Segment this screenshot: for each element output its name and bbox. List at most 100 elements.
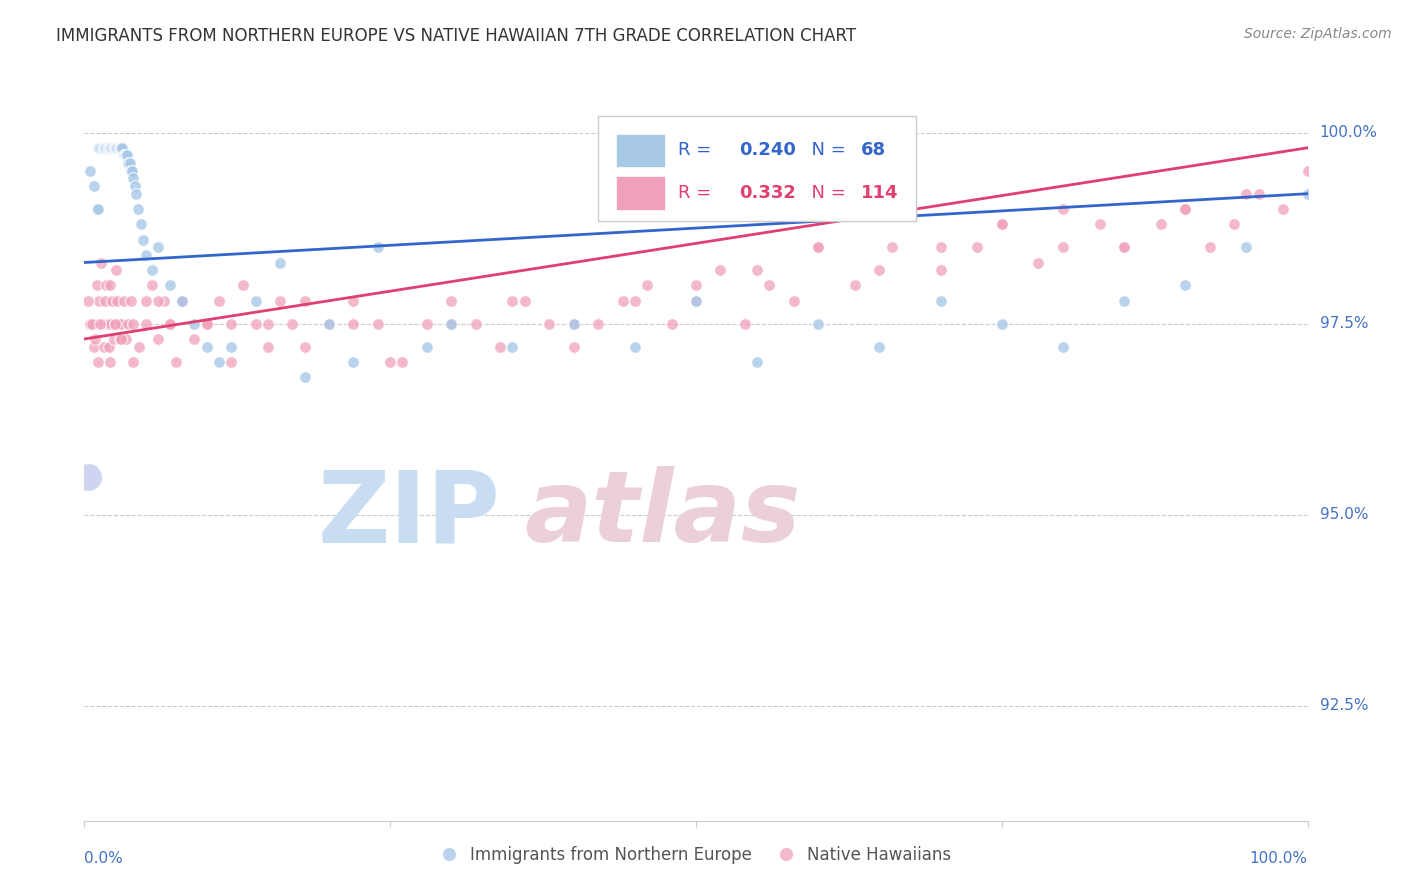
FancyBboxPatch shape [616,134,665,168]
Legend: Immigrants from Northern Europe, Native Hawaiians: Immigrants from Northern Europe, Native … [432,838,960,872]
Point [110,332,132,346]
Point [100,141,122,155]
Point [709,263,731,277]
Text: Source: ZipAtlas.com: Source: ZipAtlas.com [1244,27,1392,41]
Text: 114: 114 [860,184,898,202]
Text: 0.0%: 0.0% [84,851,124,865]
Point [79,317,101,331]
Point [141,263,163,277]
Point [245,317,267,331]
Text: 100.0%: 100.0% [1320,125,1378,140]
Point [124,179,146,194]
Point [97,141,120,155]
Point [624,293,647,308]
Point [121,163,143,178]
Point [115,148,138,162]
Point [115,332,138,346]
Point [105,141,128,155]
Point [96,141,118,155]
Point [562,340,585,354]
Text: N =: N = [800,141,852,159]
Point [269,293,291,308]
Point [79,163,101,178]
Point [86,278,108,293]
Point [135,248,157,262]
Point [807,317,830,331]
Point [1296,163,1319,178]
Point [612,293,634,308]
Point [87,202,110,216]
Point [342,317,364,331]
Text: 68: 68 [860,141,886,159]
Text: N =: N = [800,184,852,202]
Point [464,317,486,331]
Point [380,355,402,369]
Point [636,278,658,293]
Point [98,141,121,155]
Point [991,217,1014,231]
Point [98,355,121,369]
Point [117,156,139,170]
Point [105,263,128,277]
Point [183,332,205,346]
Point [538,317,561,331]
Point [141,278,163,293]
Point [105,293,128,308]
Point [105,141,128,155]
Point [367,240,389,254]
Point [89,317,111,331]
Text: 100.0%: 100.0% [1250,851,1308,865]
Point [1247,186,1270,201]
Point [195,317,218,331]
Point [1028,255,1050,269]
Point [1296,186,1319,201]
Point [122,171,145,186]
Point [122,355,145,369]
Point [232,278,254,293]
Text: R =: R = [678,141,717,159]
Text: 92.5%: 92.5% [1320,698,1368,714]
Point [93,141,115,155]
Point [1174,202,1197,216]
Point [966,240,988,254]
Point [120,163,142,178]
Point [104,141,127,155]
Point [94,293,117,308]
Point [122,317,145,331]
Point [94,141,117,155]
Point [108,332,131,346]
Point [807,240,830,254]
Point [929,293,952,308]
Point [294,293,316,308]
Point [128,340,150,354]
Point [153,293,176,308]
Point [1150,217,1173,231]
Point [87,293,110,308]
Point [1114,240,1136,254]
Point [87,141,110,155]
Point [1114,293,1136,308]
Point [245,293,267,308]
Point [440,293,463,308]
Point [1088,217,1111,231]
Point [132,233,155,247]
Point [219,340,242,354]
Point [118,156,141,170]
Point [146,293,169,308]
Point [747,263,769,277]
Point [135,317,157,331]
Point [391,355,413,369]
Point [117,317,139,331]
Point [1114,240,1136,254]
Point [342,355,364,369]
Point [172,293,194,308]
Point [104,317,127,331]
Point [342,293,364,308]
Point [101,141,124,155]
Text: ZIP: ZIP [318,467,501,564]
Point [183,317,205,331]
Point [91,317,114,331]
Point [103,332,125,346]
Point [294,370,316,384]
Point [146,332,169,346]
